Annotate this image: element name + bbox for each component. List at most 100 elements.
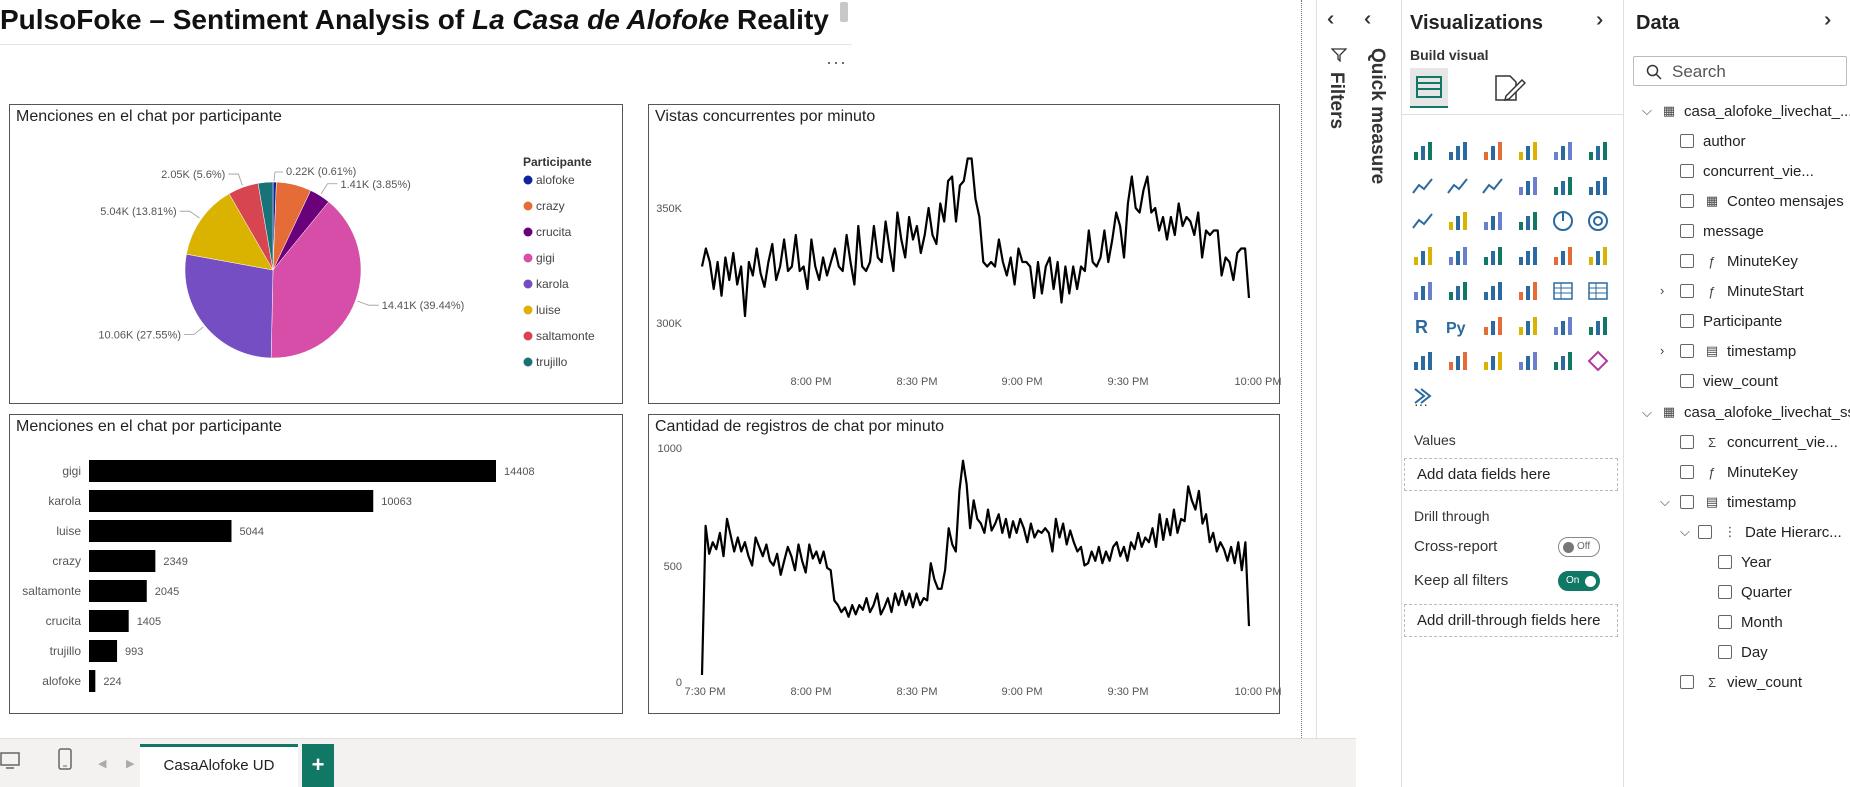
python-visual-visual-icon[interactable]: Py: [1445, 313, 1471, 339]
field-checkbox[interactable]: [1680, 314, 1694, 328]
scatter-visual-icon[interactable]: [1515, 208, 1541, 234]
gallery-more[interactable]: ···: [1414, 396, 1428, 412]
report-canvas[interactable]: PulsoFoke – Sentiment Analysis of La Cas…: [0, 0, 1302, 738]
multi-row-card-visual-icon[interactable]: [1445, 278, 1471, 304]
field-checkbox[interactable]: [1680, 254, 1694, 268]
100-area-visual-icon[interactable]: [1515, 173, 1541, 199]
power-apps-visual-icon[interactable]: [1480, 348, 1506, 374]
collapse-filters-icon[interactable]: ‹‹: [1327, 8, 1336, 30]
collapse-hierarchy-icon[interactable]: ⌵: [1680, 524, 1690, 539]
field-checkbox[interactable]: [1680, 465, 1694, 479]
100-column-visual-icon[interactable]: [1585, 138, 1611, 164]
map-visual-icon[interactable]: [1445, 243, 1471, 269]
field-checkbox[interactable]: [1680, 374, 1694, 388]
area-visual-icon[interactable]: [1445, 173, 1471, 199]
collapse-data-icon[interactable]: ››: [1824, 9, 1833, 31]
pie-visual-icon[interactable]: [1550, 208, 1576, 234]
field-checkbox[interactable]: [1680, 435, 1694, 449]
field-checkbox[interactable]: [1698, 525, 1712, 539]
data-table-casa-alofoke-livechat-ss[interactable]: ▦ casa_alofoke_livechat_ss: [1660, 400, 1850, 424]
matrix-visual-icon[interactable]: [1585, 278, 1611, 304]
card-visual-icon[interactable]: [1410, 278, 1436, 304]
treemap-visual-icon[interactable]: [1410, 243, 1436, 269]
data-field-message[interactable]: message: [1680, 219, 1764, 243]
data-field-year[interactable]: Year: [1718, 550, 1771, 574]
paginated-visual-icon[interactable]: [1445, 348, 1471, 374]
diamond-visual-icon[interactable]: [1585, 348, 1611, 374]
table-visual-icon[interactable]: [1550, 278, 1576, 304]
line-visual-icon[interactable]: [1410, 173, 1436, 199]
mobile-view-icon[interactable]: [58, 748, 72, 775]
kpi-visual-icon[interactable]: [1480, 278, 1506, 304]
field-checkbox[interactable]: [1680, 495, 1694, 509]
filters-pane[interactable]: ‹‹ Filters: [1316, 0, 1356, 738]
trophy-visual-icon[interactable]: [1410, 348, 1436, 374]
drill-through-drop-zone[interactable]: Add drill-through fields here: [1404, 604, 1618, 637]
quick-measure-label[interactable]: Quick measure: [1367, 48, 1388, 185]
key-influencers-visual-icon[interactable]: [1480, 313, 1506, 339]
desktop-view-icon[interactable]: [0, 750, 22, 775]
data-field-month[interactable]: Month: [1718, 610, 1783, 634]
field-checkbox[interactable]: [1680, 675, 1694, 689]
gauge-visual-icon[interactable]: [1585, 243, 1611, 269]
funnel-visual-icon[interactable]: [1480, 208, 1506, 234]
add-page-button[interactable]: +: [302, 744, 334, 787]
clustered-column-visual-icon[interactable]: [1515, 138, 1541, 164]
field-checkbox[interactable]: [1680, 224, 1694, 238]
quick-measure-pane[interactable]: ‹‹ Quick measure: [1356, 0, 1402, 787]
data-field-date-hierarc-[interactable]: ⋮ Date Hierarc...: [1698, 520, 1842, 544]
data-field-minutestart[interactable]: ƒ MinuteStart: [1680, 279, 1804, 303]
field-checkbox[interactable]: [1718, 645, 1732, 659]
data-field-view-count[interactable]: view_count: [1680, 369, 1778, 393]
cross-report-toggle[interactable]: Off: [1558, 537, 1600, 557]
expand-field-icon[interactable]: ›: [1660, 343, 1665, 358]
field-checkbox[interactable]: [1718, 615, 1732, 629]
visual-more-options[interactable]: ···: [826, 52, 847, 72]
next-page-icon[interactable]: ▶: [126, 758, 135, 770]
power-automate-visual-icon[interactable]: [1515, 348, 1541, 374]
field-checkbox[interactable]: [1680, 134, 1694, 148]
data-field-author[interactable]: author: [1680, 129, 1746, 153]
title-scrollbar[interactable]: [840, 2, 848, 22]
chat-records-line-chart[interactable]: Cantidad de registros de chat por minuto…: [648, 414, 1281, 714]
data-table-casa-alofoke-livechat[interactable]: ▦ casa_alofoke_livechat_...: [1660, 99, 1850, 123]
field-checkbox[interactable]: [1680, 284, 1694, 298]
ribbon-visual-icon[interactable]: [1410, 208, 1436, 234]
stacked-column-visual-icon[interactable]: [1445, 138, 1471, 164]
previous-page-icon[interactable]: ◀: [98, 758, 107, 770]
collapse-visualizations-icon[interactable]: ››: [1596, 9, 1605, 31]
expand-field-icon[interactable]: ›: [1660, 283, 1665, 298]
r-visual-visual-icon[interactable]: R: [1410, 313, 1436, 339]
waterfall-visual-icon[interactable]: [1445, 208, 1471, 234]
bar-chart-visual[interactable]: Menciones en el chat por participante gi…: [9, 414, 623, 714]
data-field-minutekey[interactable]: ƒ MinuteKey: [1680, 460, 1798, 484]
field-checkbox[interactable]: [1680, 344, 1694, 358]
metrics-visual-icon[interactable]: [1550, 348, 1576, 374]
stacked-area-visual-icon[interactable]: [1480, 173, 1506, 199]
filters-label[interactable]: Filters: [1326, 72, 1347, 130]
shape-map-visual-icon[interactable]: [1515, 243, 1541, 269]
stacked-bar-visual-icon[interactable]: [1410, 138, 1436, 164]
field-checkbox[interactable]: [1680, 194, 1694, 208]
100-bar-visual-icon[interactable]: [1550, 138, 1576, 164]
data-search-input[interactable]: Search: [1633, 56, 1847, 86]
keep-all-filters-toggle[interactable]: On: [1558, 571, 1600, 591]
azure-map-visual-icon[interactable]: [1550, 243, 1576, 269]
expand-quick-measure-icon[interactable]: ‹‹: [1364, 8, 1373, 30]
smart-narrative-visual-icon[interactable]: [1585, 313, 1611, 339]
clustered-bar-visual-icon[interactable]: [1480, 138, 1506, 164]
data-field-quarter[interactable]: Quarter: [1718, 580, 1792, 604]
field-checkbox[interactable]: [1718, 585, 1732, 599]
data-field-participante[interactable]: Participante: [1680, 309, 1782, 333]
data-field-timestamp[interactable]: ▤ timestamp: [1680, 490, 1796, 514]
line-clustered-column-visual-icon[interactable]: [1585, 173, 1611, 199]
chevron-visual-icon[interactable]: [1410, 383, 1436, 409]
data-field-concurrent-vie-[interactable]: concurrent_vie...: [1680, 159, 1814, 183]
concurrent-views-line-chart[interactable]: Vistas concurrentes por minuto 350K 300K 8…: [648, 104, 1281, 404]
line-column-visual-icon[interactable]: [1550, 173, 1576, 199]
donut-visual-icon[interactable]: [1585, 208, 1611, 234]
collapse-table-icon[interactable]: ⌵: [1642, 103, 1652, 118]
filled-map-visual-icon[interactable]: [1480, 243, 1506, 269]
values-drop-zone[interactable]: Add data fields here: [1404, 458, 1618, 491]
data-field-day[interactable]: Day: [1718, 640, 1768, 664]
